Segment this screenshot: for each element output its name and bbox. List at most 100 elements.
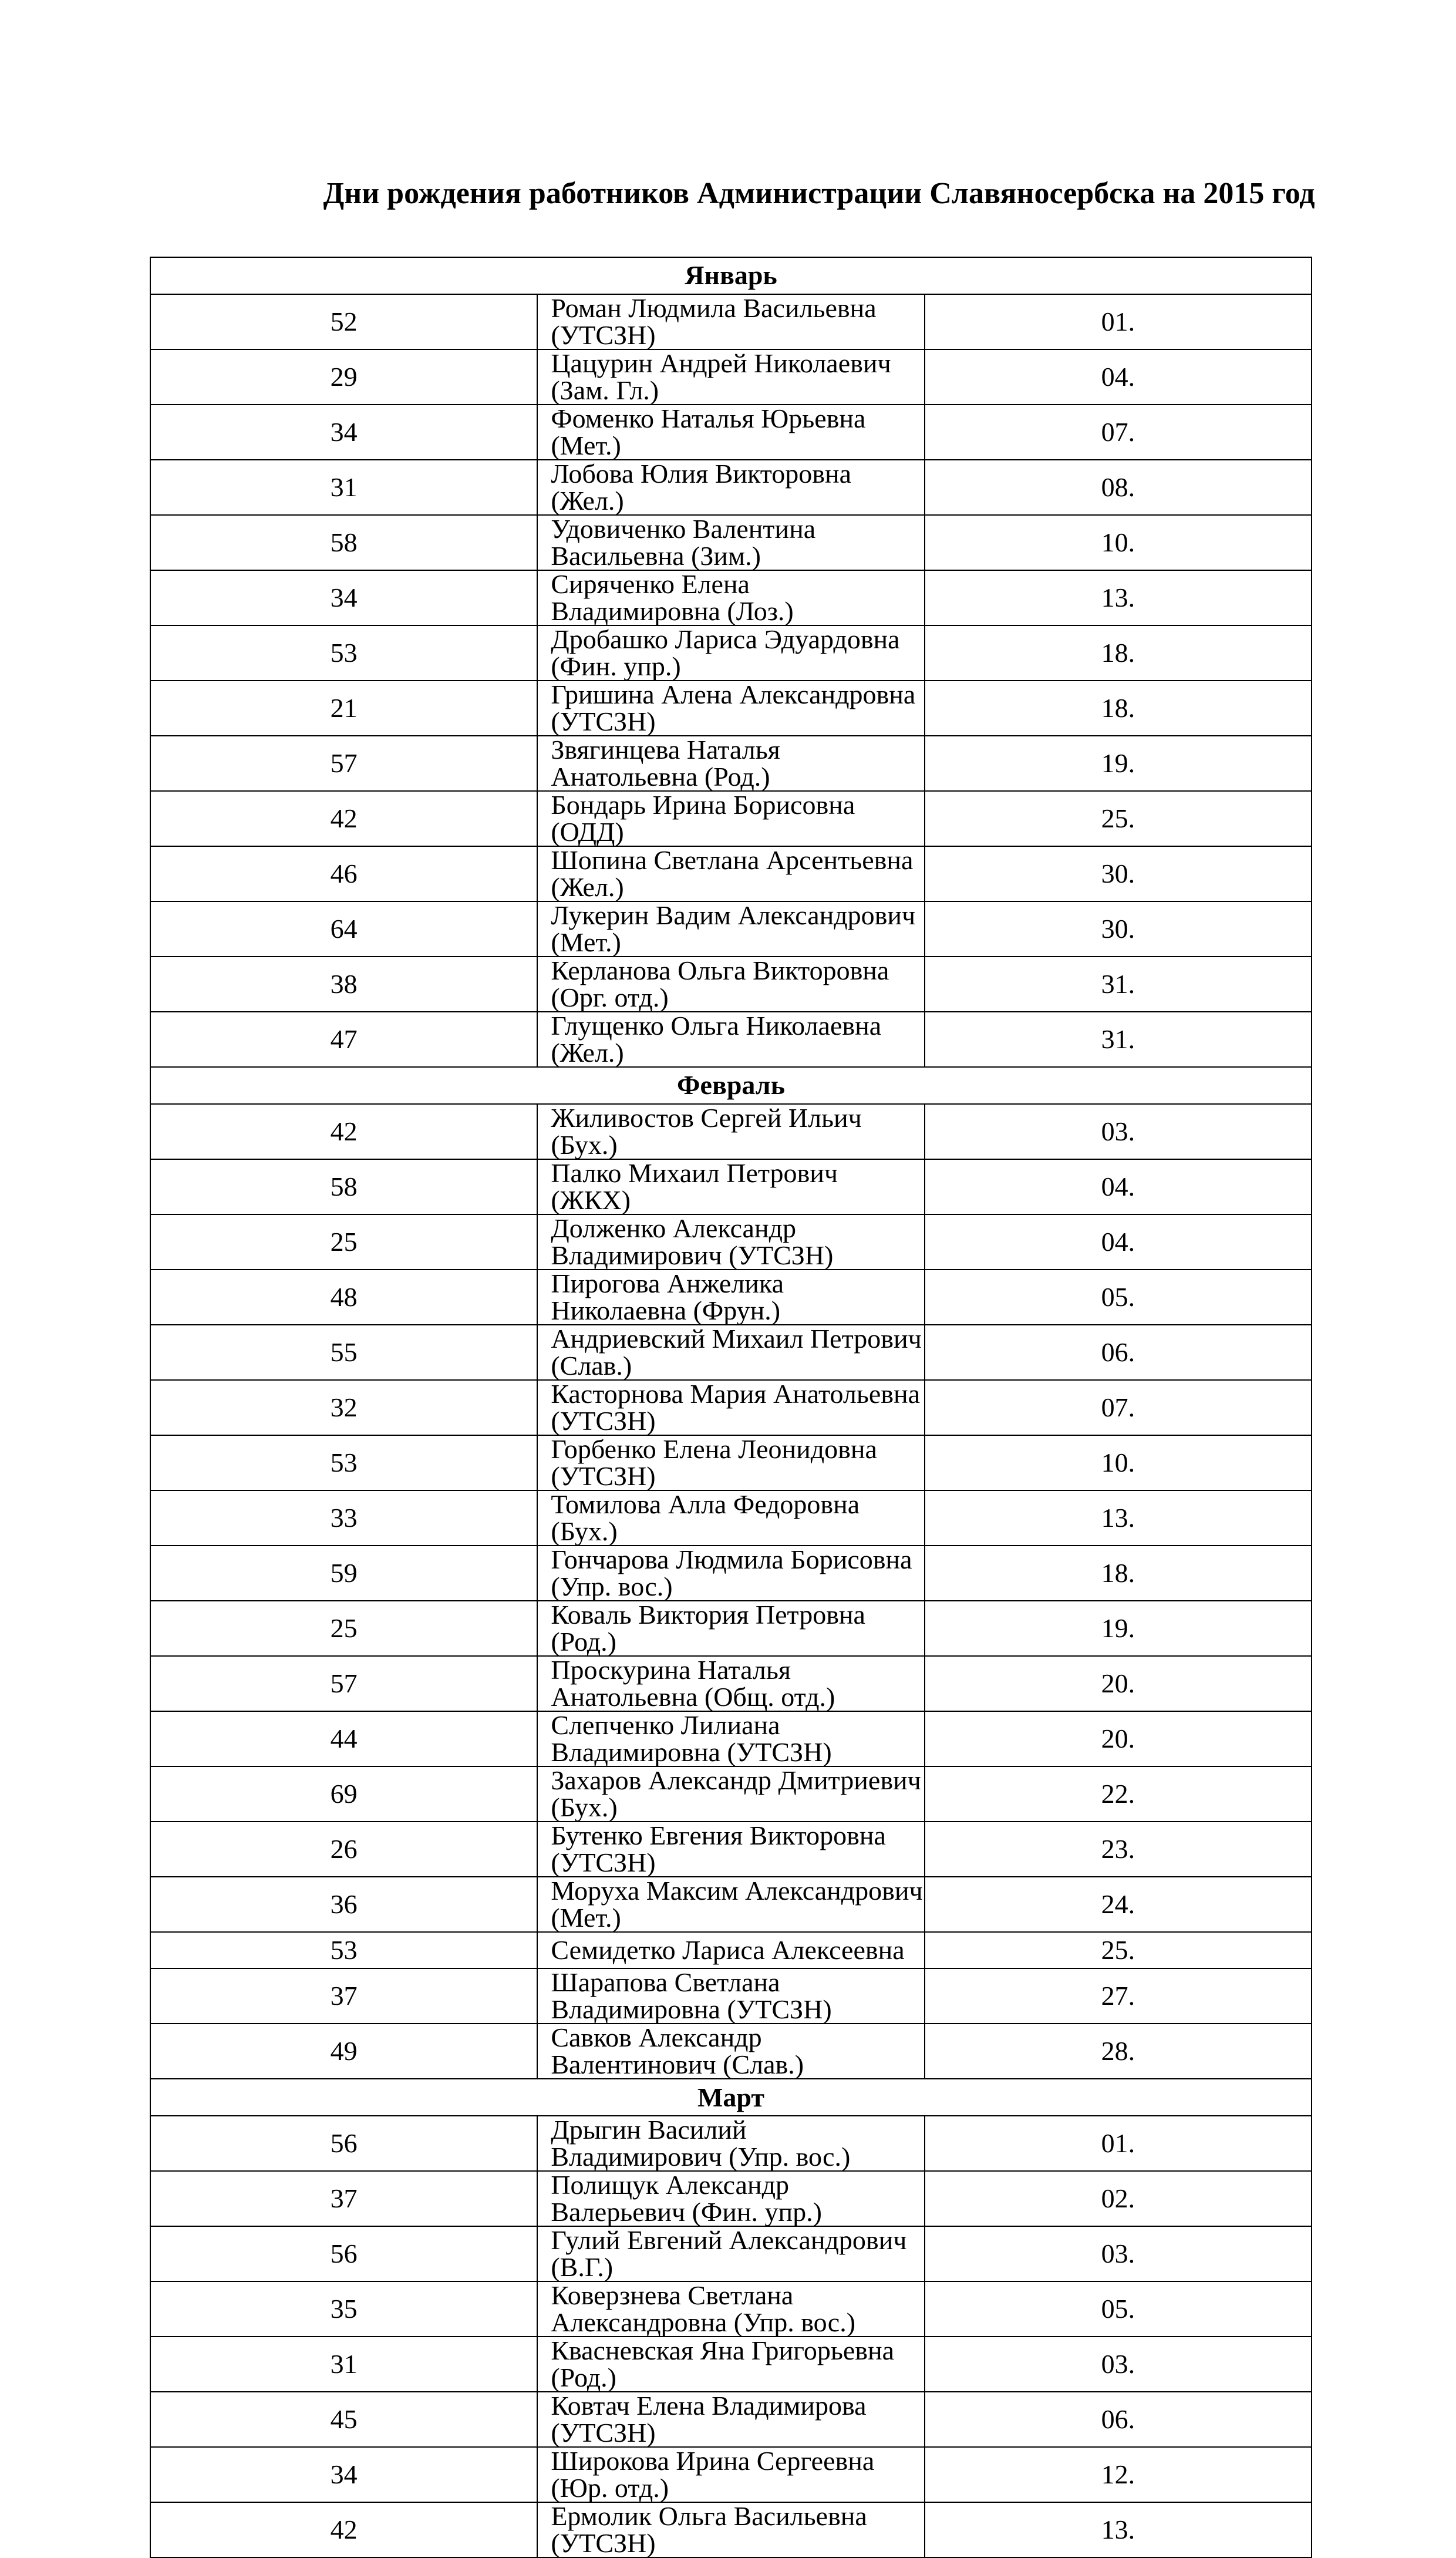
employee-name-cell: Палко Михаил Петрович (ЖКХ): [537, 1158, 925, 1215]
birth-day-cell: 13.: [924, 2502, 1313, 2558]
birth-day-cell: 13.: [924, 569, 1313, 626]
birth-day-cell: 03.: [924, 2226, 1313, 2283]
birth-day-cell: 01.: [924, 2115, 1313, 2172]
employee-name-cell: Цацурин Андрей Николаевич (Зам. Гл.): [537, 348, 925, 405]
employee-name-cell: Роман Людмила Васильевна (УТСЗН): [537, 293, 925, 350]
employee-name-cell: Дрыгин Василий Владимирович (Упр. вос.): [537, 2115, 925, 2172]
employee-name-cell: Касторнова Мария Анатольевна (УТСЗН): [537, 1379, 925, 1436]
table-row: 46 Шопина Светлана Арсентьевна (Жел.) 30.: [149, 845, 1313, 902]
age-cell: 52: [149, 293, 538, 350]
employee-name-cell: Коваль Виктория Петровна (Род.): [537, 1600, 925, 1657]
birth-day-cell: 10.: [924, 514, 1313, 571]
age-cell: 48: [149, 1268, 538, 1325]
birth-day-cell: 01.: [924, 293, 1313, 350]
employee-name-cell: Семидетко Лариса Алексеевна: [537, 1931, 925, 1970]
birth-day-cell: 18.: [924, 624, 1313, 681]
table-row: 31 Лобова Юлия Викторовна (Жел.) 08.: [149, 459, 1313, 516]
page-title: Дни рождения работников Администрации Сл…: [323, 177, 1315, 210]
table-row: 37 Полищук Александр Валерьевич (Фин. упр…: [149, 2170, 1313, 2227]
table-row: 42 Бондарь Ирина Борисовна (ОДД) 25.: [149, 790, 1313, 847]
employee-name-cell: Пирогова Анжелика Николаевна (Фрун.): [537, 1268, 925, 1325]
birth-day-cell: 06.: [924, 2391, 1313, 2448]
table-row: 37 Шарапова Светлана Владимировна (УТСЗН)…: [149, 1968, 1313, 2025]
birth-day-cell: 31.: [924, 955, 1313, 1012]
table-row: 56 Гулий Евгений Александрович (В.Г.) 03.: [149, 2226, 1313, 2283]
table-row: 53 Семидетко Лариса Алексеевна 25.: [149, 1931, 1313, 1970]
table-row: 48 Пирогова Анжелика Николаевна (Фрун.) 05…: [149, 1268, 1313, 1325]
age-cell: 33: [149, 1489, 538, 1546]
age-cell: 26: [149, 1820, 538, 1877]
table-row: 26 Бутенко Евгения Викторовна (УТСЗН) 23.: [149, 1820, 1313, 1877]
employee-name-cell: Лукерин Вадим Александрович (Мет.): [537, 900, 925, 957]
table-row: 35 Коверзнева Светлана Александровна (Упр…: [149, 2281, 1313, 2338]
employee-name-cell: Квасневская Яна Григорьевна (Род.): [537, 2336, 925, 2393]
birth-day-cell: 05.: [924, 2281, 1313, 2338]
table-row: 69 Захаров Александр Дмитриевич (Бух.) 22.: [149, 1765, 1313, 1822]
employee-name-cell: Бутенко Евгения Викторовна (УТСЗН): [537, 1820, 925, 1877]
age-cell: 36: [149, 1876, 538, 1933]
table-row: 56 Дрыгин Василий Владимирович (Упр. вос.…: [149, 2115, 1313, 2172]
table-row: 44 Слепченко Лилиана Владимировна (УТСЗН)…: [149, 1710, 1313, 1767]
employee-name-cell: Лобова Юлия Викторовна (Жел.): [537, 459, 925, 516]
month-header-row: Март: [150, 2078, 1312, 2117]
employee-name-cell: Гулий Евгений Александрович (В.Г.): [537, 2226, 925, 2283]
age-cell: 58: [149, 1158, 538, 1215]
birth-day-cell: 07.: [924, 403, 1313, 460]
employee-name-cell: Жиливостов Сергей Ильич (Бух.): [537, 1103, 925, 1160]
birth-day-cell: 12.: [924, 2446, 1313, 2503]
employee-name-cell: Горбенко Елена Леонидовна (УТСЗН): [537, 1434, 925, 1491]
table-row: 31 Квасневская Яна Григорьевна (Род.) 03.: [149, 2336, 1313, 2393]
employee-name-cell: Удовиченко Валентина Васильевна (Зим.): [537, 514, 925, 571]
age-cell: 34: [149, 2446, 538, 2503]
age-cell: 56: [149, 2115, 538, 2172]
age-cell: 59: [149, 1544, 538, 1601]
birth-day-cell: 04.: [924, 1213, 1313, 1270]
birth-day-cell: 19.: [924, 1600, 1313, 1657]
table-row: 36 Моруха Максим Александрович (Мет.) 24.: [149, 1876, 1313, 1933]
table-row: 25 Долженко Александр Владимирович (УТСЗН…: [149, 1213, 1313, 1270]
employee-name-cell: Фоменко Наталья Юрьевна (Мет.): [537, 403, 925, 460]
age-cell: 29: [149, 348, 538, 405]
age-cell: 53: [149, 624, 538, 681]
birth-day-cell: 18.: [924, 1544, 1313, 1601]
employee-name-cell: Андриевский Михаил Петрович (Слав.): [537, 1324, 925, 1381]
birth-day-cell: 04.: [924, 1158, 1313, 1215]
table-row: 58 Удовиченко Валентина Васильевна (Зим.)…: [149, 514, 1313, 571]
age-cell: 37: [149, 2170, 538, 2227]
table-row: 52 Роман Людмила Васильевна (УТСЗН) 01.: [149, 293, 1313, 350]
age-cell: 42: [149, 790, 538, 847]
employee-name-cell: Бондарь Ирина Борисовна (ОДД): [537, 790, 925, 847]
age-cell: 53: [149, 1434, 538, 1491]
age-cell: 42: [149, 2502, 538, 2558]
table-row: 33 Томилова Алла Федоровна (Бух.) 13.: [149, 1489, 1313, 1546]
employee-name-cell: Гришина Алена Александровна (УТСЗН): [537, 679, 925, 736]
birth-day-cell: 02.: [924, 2170, 1313, 2227]
employee-name-cell: Шарапова Светлана Владимировна (УТСЗН): [537, 1968, 925, 2025]
table-row: 47 Глущенко Ольга Николаевна (Жел.) 31.: [149, 1011, 1313, 1068]
birth-day-cell: 20.: [924, 1655, 1313, 1712]
age-cell: 64: [149, 900, 538, 957]
age-cell: 58: [149, 514, 538, 571]
table-row: 58 Палко Михаил Петрович (ЖКХ) 04.: [149, 1158, 1313, 1215]
employee-name-cell: Шопина Светлана Арсентьевна (Жел.): [537, 845, 925, 902]
birth-day-cell: 08.: [924, 459, 1313, 516]
birth-day-cell: 19.: [924, 735, 1313, 792]
table-row: 53 Дробашко Лариса Эдуардовна (Фин. упр.)…: [149, 624, 1313, 681]
birthday-table: Январь 52 Роман Людмила Васильевна (УТСЗН)…: [149, 257, 1313, 2558]
month-header-row: Февраль: [150, 1066, 1312, 1105]
employee-name-cell: Коверзнева Светлана Александровна (Упр. …: [537, 2281, 925, 2338]
birth-day-cell: 31.: [924, 1011, 1313, 1068]
employee-name-cell: Ковтач Елена Владимирова (УТСЗН): [537, 2391, 925, 2448]
month-header-row: Январь: [150, 257, 1312, 295]
birth-day-cell: 30.: [924, 845, 1313, 902]
employee-name-cell: Керланова Ольга Викторовна (Орг. отд.): [537, 955, 925, 1012]
age-cell: 34: [149, 569, 538, 626]
birth-day-cell: 07.: [924, 1379, 1313, 1436]
birth-day-cell: 06.: [924, 1324, 1313, 1381]
age-cell: 45: [149, 2391, 538, 2448]
employee-name-cell: Глущенко Ольга Николаевна (Жел.): [537, 1011, 925, 1068]
employee-name-cell: Томилова Алла Федоровна (Бух.): [537, 1489, 925, 1546]
age-cell: 49: [149, 2023, 538, 2080]
age-cell: 69: [149, 1765, 538, 1822]
birth-day-cell: 10.: [924, 1434, 1313, 1491]
